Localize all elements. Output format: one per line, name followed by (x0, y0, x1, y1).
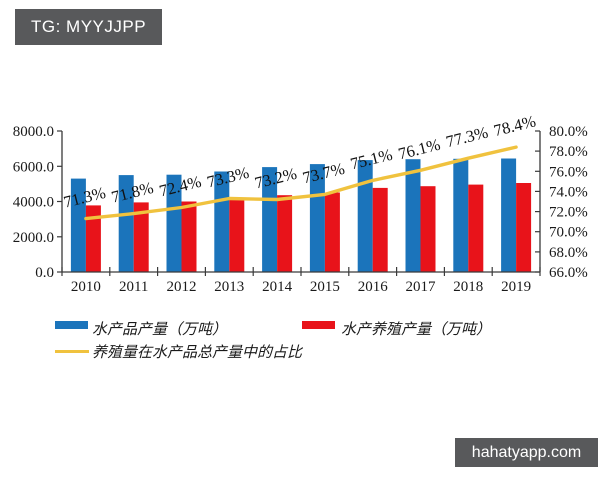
ratio-point-label: 77.3% (444, 122, 490, 151)
left-axis-tick-label: 8000.0 (13, 124, 54, 140)
x-axis-year-label: 2019 (501, 279, 531, 295)
right-axis-tick-label: 80.0% (549, 124, 588, 140)
x-axis-year-label: 2011 (119, 279, 148, 295)
bar-total-2017 (405, 159, 421, 272)
left-axis-tick-label: 6000.0 (13, 159, 54, 175)
bar-total-2016 (357, 160, 373, 272)
bar-total-2019 (501, 158, 517, 272)
bar-aquaculture-2013 (229, 198, 245, 272)
legend-swatch-aquaculture-output (302, 321, 335, 329)
right-axis-tick-label: 66.0% (549, 265, 588, 281)
left-axis-tick-label: 2000.0 (13, 230, 54, 246)
x-axis-year-label: 2018 (453, 279, 483, 295)
x-axis-year-label: 2013 (214, 279, 244, 295)
bar-total-2018 (453, 158, 469, 272)
left-axis-tick-label: 0.0 (35, 265, 54, 281)
bar-aquaculture-2010 (85, 205, 101, 272)
bar-aquaculture-2014 (277, 195, 293, 272)
right-axis-tick-label: 76.0% (549, 164, 588, 180)
bar-aquaculture-2011 (133, 202, 149, 272)
watermark-text: hahatyapp.com (471, 444, 582, 461)
bar-aquaculture-2012 (181, 201, 197, 272)
legend-label-total-output: 水产品产量（万吨） (92, 322, 228, 338)
bar-total-2011 (118, 175, 134, 272)
x-axis-year-label: 2010 (71, 279, 101, 295)
right-axis-tick-label: 72.0% (549, 205, 588, 221)
legend-swatch-total-output (55, 321, 88, 329)
bar-aquaculture-2017 (420, 186, 436, 272)
left-axis-tick-label: 4000.0 (13, 195, 54, 211)
bar-aquaculture-2019 (516, 183, 532, 272)
ratio-line (84, 145, 518, 221)
x-axis-year-label: 2014 (262, 279, 293, 295)
bar-total-2010 (70, 178, 86, 272)
watermark: hahatyapp.com (455, 438, 598, 467)
right-axis-tick-label: 68.0% (549, 245, 588, 261)
bar-aquaculture-2015 (324, 192, 340, 272)
bar-total-2014 (262, 167, 278, 272)
x-axis-year-label: 2012 (167, 279, 197, 295)
legend-swatch-ratio-line (55, 350, 89, 353)
x-axis-year-label: 2017 (406, 279, 437, 295)
channel-badge: TG: MYYJJPP (15, 9, 163, 45)
bar-total-2012 (166, 174, 182, 272)
right-axis-tick-label: 78.0% (549, 144, 588, 160)
bar-aquaculture-2018 (468, 184, 484, 272)
ratio-point-label: 78.4% (492, 111, 538, 140)
bar-aquaculture-2016 (372, 187, 388, 272)
right-axis-tick-label: 74.0% (549, 184, 588, 200)
channel-badge-text: TG: MYYJJPP (31, 17, 147, 36)
legend-label-ratio-line: 养殖量在水产品总产量中的占比 (92, 345, 303, 361)
x-axis-year-label: 2015 (310, 279, 340, 295)
ratio-point-label: 76.1% (396, 135, 442, 164)
right-axis-tick-label: 70.0% (549, 225, 588, 241)
legend-label-aquaculture-output: 水产养殖产量（万吨） (341, 322, 492, 338)
x-axis-year-label: 2016 (358, 279, 389, 295)
bar-total-2013 (214, 171, 230, 272)
bar-total-2015 (309, 164, 325, 272)
